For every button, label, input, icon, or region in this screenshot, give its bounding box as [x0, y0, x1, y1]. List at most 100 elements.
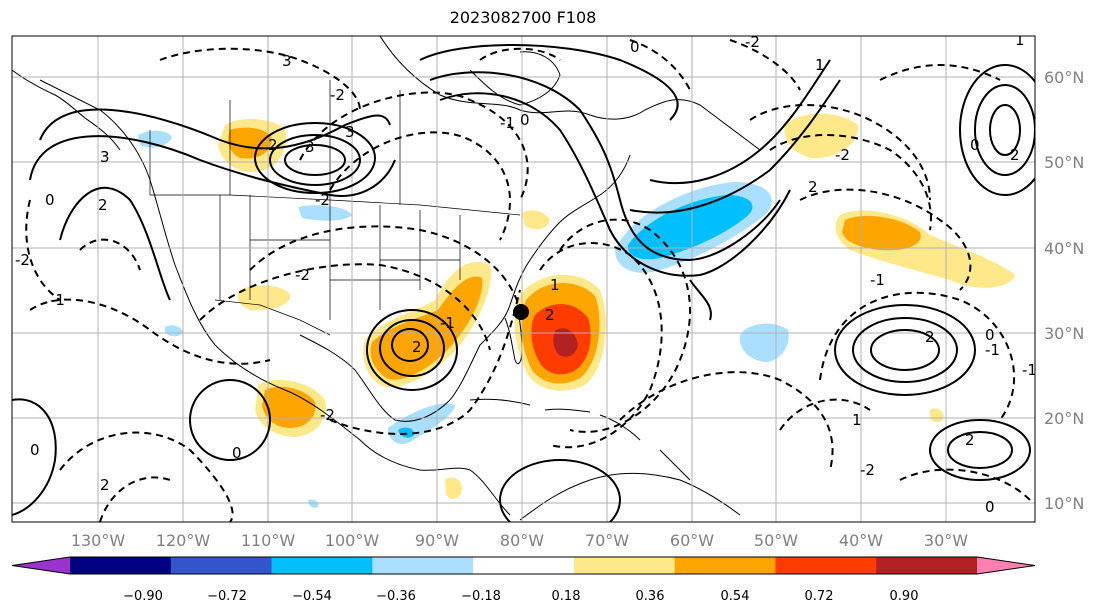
contour-label: -2	[15, 251, 30, 269]
colorbar-segment	[775, 557, 877, 574]
contour-line	[249, 225, 521, 311]
contour-line	[769, 134, 932, 231]
canada-provinces	[149, 80, 401, 205]
contour-label: 0	[30, 441, 40, 459]
colorbar-tick-label: 0.18	[552, 589, 581, 604]
negative-patch	[138, 130, 172, 148]
positive-patch	[445, 477, 462, 499]
contour-line	[59, 186, 171, 301]
colorbar-segment	[573, 557, 676, 574]
lat-label: 10°N	[1044, 494, 1084, 513]
contour-line	[391, 328, 429, 362]
lat-label: 30°N	[1044, 324, 1084, 343]
storm-center-marker	[513, 304, 529, 320]
positive-patch	[842, 216, 921, 251]
contour-label: 2	[98, 196, 108, 214]
lat-label: 50°N	[1044, 153, 1084, 172]
contour-label: -2	[295, 266, 310, 284]
lon-label: 40°W	[839, 531, 883, 550]
contour-label: 2	[808, 178, 818, 196]
contour-label: 1	[1015, 31, 1025, 49]
contour-line	[159, 47, 361, 111]
contour-line	[879, 64, 1001, 81]
contour-label: 0	[985, 498, 995, 516]
contour-label: 3	[100, 148, 110, 166]
colorbar: −0.90 −0.72 −0.54 −0.36 −0.18 0.18 0.36 …	[11, 556, 1036, 604]
contour-label: 2	[1010, 146, 1020, 164]
graticule	[12, 36, 1035, 522]
contour-line	[299, 91, 529, 201]
contour-label: -1	[985, 341, 1000, 359]
contour-labels: 3 3 -2 2 3 3 2 0 -2 -1 0 2 -2 -2 2 -1 -2…	[15, 31, 1037, 516]
contour-label: -2	[745, 33, 760, 51]
colorbar-tick-label: −0.72	[207, 589, 247, 604]
contours-positive	[12, 44, 1035, 522]
colorbar-segment	[372, 557, 474, 574]
colorbar-tick-label: 0.36	[636, 589, 665, 604]
contour-label: -2	[315, 191, 330, 209]
lon-label: 100°W	[325, 531, 380, 550]
negative-patch	[298, 205, 352, 221]
lon-label: 30°W	[924, 531, 968, 550]
contour-line	[29, 298, 271, 365]
lon-label: 110°W	[241, 531, 296, 550]
florida-coastline	[504, 309, 523, 365]
positive-patch	[930, 408, 944, 423]
negative-patch	[398, 427, 415, 438]
contour-line	[834, 304, 976, 396]
lon-label: 120°W	[156, 531, 211, 550]
lon-label: 70°W	[585, 531, 629, 550]
contour-label: 2	[545, 306, 555, 324]
colorbar-segments	[12, 557, 1035, 574]
lon-label: 80°W	[500, 531, 544, 550]
us-canada-border	[150, 194, 521, 216]
colorbar-segment	[876, 557, 978, 574]
contour-label: -2	[320, 406, 335, 424]
lat-label: 40°N	[1044, 239, 1084, 258]
contour-label: 3	[305, 138, 315, 156]
negative-patch	[627, 195, 753, 260]
contour-line	[619, 371, 834, 471]
mexico-gulf-coastline	[299, 154, 631, 422]
map-border	[11, 35, 1036, 523]
contour-line	[329, 131, 511, 241]
contour-label: 0	[985, 326, 995, 344]
positive-patch	[553, 328, 578, 357]
contour-line	[284, 144, 346, 176]
contour-line	[59, 431, 234, 522]
contour-line	[929, 419, 1031, 481]
contour-line	[79, 238, 141, 271]
lon-label: 90°W	[415, 531, 459, 550]
contour-label: 2	[100, 476, 110, 494]
lon-label: 60°W	[670, 531, 714, 550]
contour-label: -1	[500, 114, 515, 132]
colorbar-tick-label: −0.54	[292, 589, 332, 604]
positive-patch	[228, 127, 272, 159]
contour-label: -1	[50, 291, 65, 309]
latitude-labels: 60°N 50°N 40°N 30°N 20°N 10°N	[1044, 68, 1084, 513]
contours-negative	[25, 39, 1031, 522]
colorbar-segment	[674, 557, 776, 574]
contour-line	[429, 71, 781, 262]
contour-label: -2	[330, 86, 345, 104]
colorbar-tick-label: −0.36	[376, 589, 416, 604]
contour-label: -1	[870, 271, 885, 289]
contour-label: 0	[970, 136, 980, 154]
lon-label: 130°W	[71, 531, 126, 550]
contour-line	[649, 59, 831, 185]
contour-line	[199, 263, 491, 351]
colorbar-outline	[11, 556, 1036, 575]
contour-label: 3	[282, 52, 292, 70]
contour-label: 0	[520, 111, 530, 129]
contour-line	[870, 329, 940, 371]
contour-line	[959, 64, 1035, 196]
contour-label: -1	[440, 314, 455, 332]
contour-label: -2	[860, 461, 875, 479]
contour-label: -2	[835, 146, 850, 164]
contour-label: 2	[965, 431, 975, 449]
contour-line	[269, 134, 361, 186]
map-title: 2023082700 F108	[449, 8, 597, 27]
colorbar-tick-label: 0.72	[805, 589, 834, 604]
contour-label: -1	[1022, 361, 1037, 379]
